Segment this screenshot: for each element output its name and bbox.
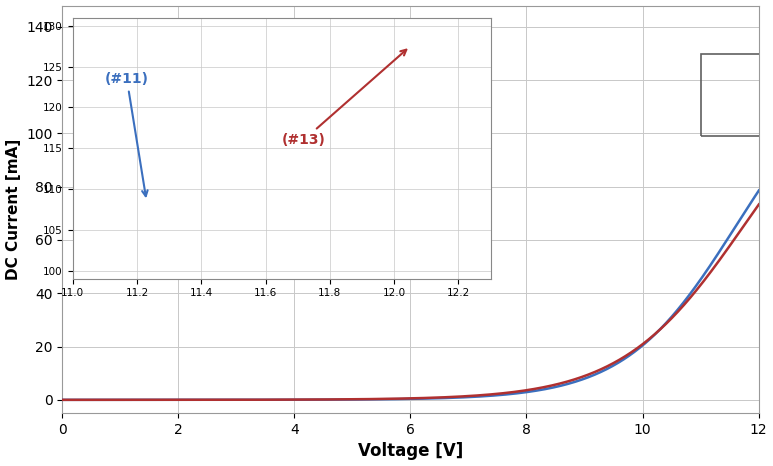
Bar <box>700 54 773 136</box>
X-axis label: Voltage [V]: Voltage [V] <box>358 442 463 460</box>
Y-axis label: DC Current [mA]: DC Current [mA] <box>5 139 21 280</box>
